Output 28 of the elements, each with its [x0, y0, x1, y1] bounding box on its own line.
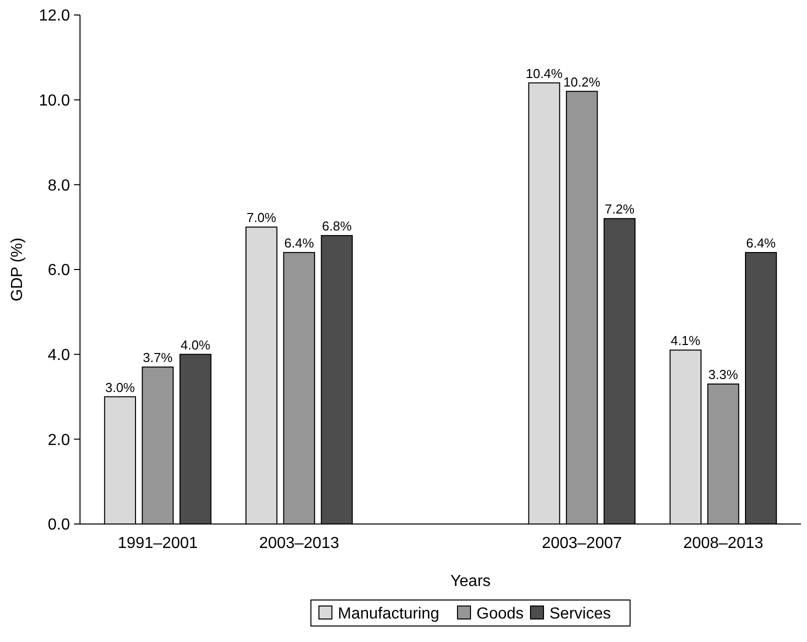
data-label: 7.0%: [246, 210, 277, 226]
data-label: 3.0%: [105, 380, 136, 395]
x-tick-label: 2003–2007: [542, 535, 622, 552]
y-tick-label: 12.0: [38, 8, 70, 25]
legend-label: Goods: [476, 606, 524, 623]
y-tick-label: 8.0: [48, 177, 70, 194]
y-tick-label: 10.0: [38, 92, 70, 110]
y-tick-label: 2.0: [48, 432, 70, 449]
data-label: 4.1%: [670, 333, 701, 348]
data-label: 7.2%: [604, 202, 635, 217]
y-axis-title: GDP (%): [9, 238, 26, 302]
y-tick-label: 6.0: [48, 262, 70, 280]
x-tick-label: 2003–2013: [259, 535, 340, 552]
data-label: 10.2%: [563, 74, 601, 90]
data-label: 6.4%: [746, 236, 776, 251]
legend-label: Services: [550, 606, 611, 623]
y-tick-label: 0.0: [48, 516, 70, 534]
data-label: 4.0%: [180, 337, 211, 352]
data-label: 3.3%: [708, 367, 738, 382]
x-tick-label: 1991–2001: [118, 535, 198, 552]
data-label: 3.7%: [142, 350, 174, 366]
data-label: 6.8%: [322, 218, 352, 234]
x-axis-title: Years: [450, 573, 491, 590]
data-label: 10.4%: [526, 66, 564, 81]
legend-label: Manufacturing: [338, 606, 440, 623]
x-tick-label: 2008–2013: [683, 535, 764, 552]
data-label: 6.4%: [284, 236, 314, 251]
y-tick-label: 4.0: [48, 346, 70, 364]
